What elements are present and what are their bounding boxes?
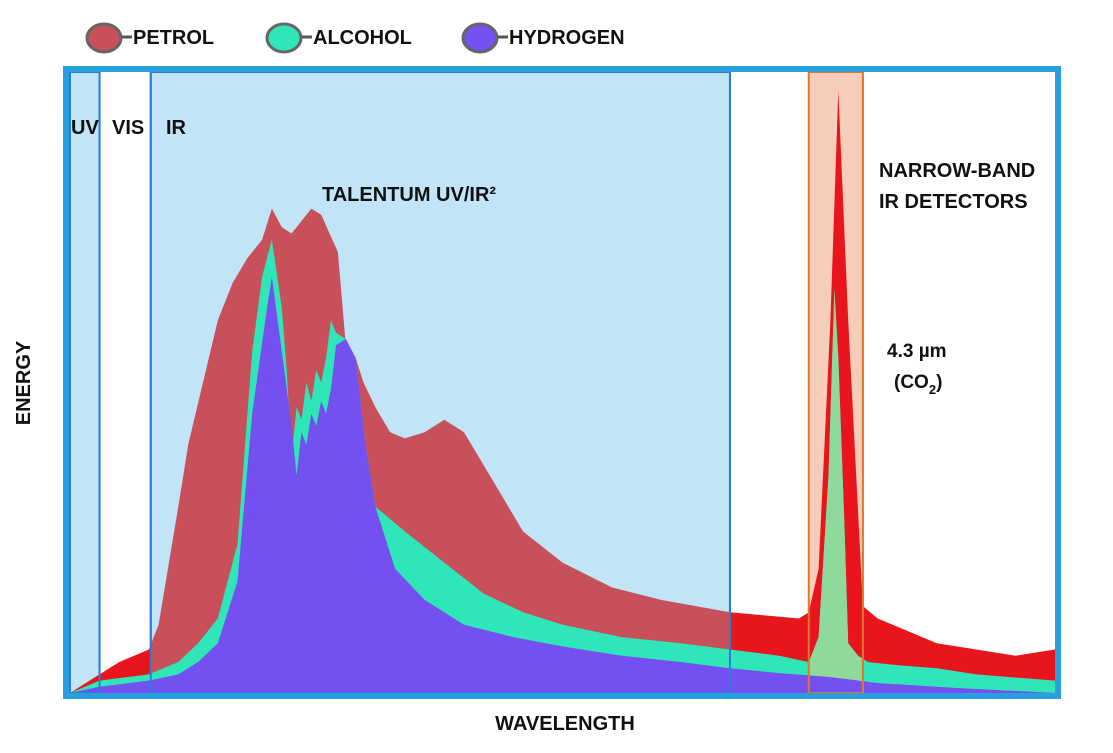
- legend-item-alcohol[interactable]: ALCOHOL: [265, 22, 412, 54]
- band-label-uv: UV: [71, 117, 99, 139]
- annotation-close: ): [936, 372, 942, 393]
- series-area-alcohol-narrow: [808, 289, 863, 693]
- band-label-ir: IR: [166, 117, 187, 139]
- series-area-petrol: [729, 90, 1055, 693]
- legend-label-hydrogen: HYDROGEN: [509, 27, 625, 49]
- legend-swatch-hydrogen: [461, 22, 499, 54]
- plot-frame: [63, 66, 1061, 699]
- y-axis-label: ENERGY: [13, 340, 35, 425]
- band-label-vis: VIS: [112, 117, 144, 139]
- legend-item-hydrogen[interactable]: HYDROGEN: [461, 22, 625, 54]
- legend-label-alcohol: ALCOHOL: [313, 27, 412, 49]
- legend-swatch-petrol: [85, 22, 123, 54]
- annotation-co2: (CO2): [894, 372, 942, 397]
- band-label-talentum: TALENTUM UV/IR²: [322, 184, 496, 206]
- band-label-narrow-line2: IR DETECTORS: [879, 191, 1028, 213]
- annotation-co-text: (CO: [894, 372, 929, 393]
- legend: PETROL ALCOHOL HYDROGEN: [85, 22, 625, 54]
- legend-item-petrol[interactable]: PETROL: [85, 22, 214, 54]
- legend-swatch-alcohol: [265, 22, 303, 54]
- legend-label-petrol: PETROL: [133, 27, 214, 49]
- annotation-subscript: 2: [929, 382, 936, 397]
- series-area-hydrogen: [70, 276, 1055, 693]
- annotation-wavelength: 4.3 µm: [887, 341, 947, 362]
- series-areas: [70, 90, 1055, 693]
- band-uv-region: [69, 71, 101, 694]
- band-label-narrow-line1: NARROW-BAND: [879, 160, 1035, 182]
- x-axis-label: WAVELENGTH: [495, 713, 635, 735]
